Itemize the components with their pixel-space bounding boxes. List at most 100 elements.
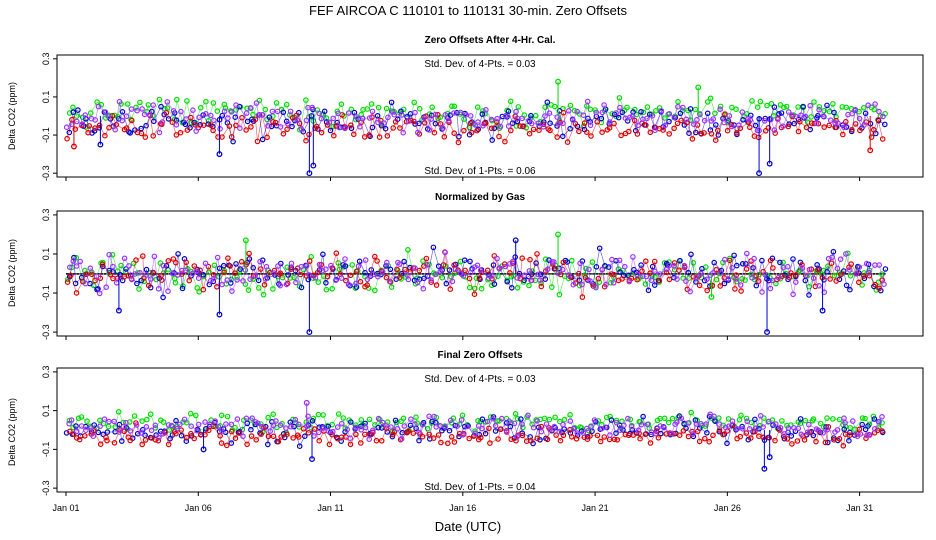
data-point-red bbox=[875, 117, 881, 123]
data-point-purple bbox=[208, 112, 214, 119]
data-point-red bbox=[751, 428, 758, 435]
data-point-purple bbox=[722, 424, 729, 431]
data-point-purple bbox=[412, 109, 418, 116]
data-point-purple bbox=[865, 102, 872, 109]
data-point-purple bbox=[725, 276, 732, 282]
data-point-green bbox=[556, 291, 563, 298]
data-point-purple bbox=[240, 433, 246, 440]
data-point-red bbox=[560, 109, 567, 116]
data-point-red bbox=[743, 266, 750, 272]
data-point-red bbox=[254, 138, 261, 145]
data-point-green bbox=[364, 106, 371, 112]
data-point-purple bbox=[437, 422, 443, 429]
data-point-purple bbox=[580, 430, 587, 436]
data-point-red bbox=[248, 124, 254, 130]
data-point-blue bbox=[598, 115, 605, 122]
data-point-red bbox=[608, 271, 615, 277]
data-point-green bbox=[366, 416, 373, 423]
data-point-green bbox=[115, 408, 122, 415]
data-point-green bbox=[283, 101, 290, 108]
data-point-red bbox=[772, 130, 779, 136]
data-point-red bbox=[564, 139, 571, 145]
data-point-red bbox=[257, 266, 264, 272]
data-point-red bbox=[651, 258, 658, 265]
data-point-green bbox=[174, 96, 180, 103]
data-point-purple bbox=[775, 274, 782, 281]
y-tick-label: 0.3 bbox=[41, 53, 51, 66]
data-point-purple bbox=[804, 429, 811, 436]
data-point-blue bbox=[175, 251, 181, 257]
data-point-purple bbox=[528, 277, 534, 284]
data-point-purple bbox=[66, 420, 72, 427]
data-point-green bbox=[184, 98, 190, 104]
data-point-red bbox=[825, 423, 832, 430]
data-point-purple bbox=[534, 418, 540, 424]
data-point-red bbox=[689, 428, 695, 435]
data-point-purple bbox=[613, 110, 619, 116]
data-point-red bbox=[466, 435, 473, 442]
data-point-purple bbox=[87, 265, 94, 272]
data-point-red bbox=[636, 430, 642, 437]
data-point-purple bbox=[863, 260, 870, 267]
data-point-purple bbox=[560, 120, 566, 127]
data-point-purple bbox=[193, 268, 200, 275]
data-point-red bbox=[704, 287, 711, 294]
data-point-green bbox=[779, 418, 785, 424]
data-point-blue bbox=[327, 127, 334, 134]
data-point-purple bbox=[383, 259, 390, 266]
data-point-purple bbox=[284, 120, 291, 127]
data-point-purple bbox=[369, 108, 376, 115]
data-point-purple bbox=[505, 123, 512, 129]
data-point-red bbox=[849, 127, 855, 133]
data-point-red bbox=[838, 271, 844, 278]
data-point-purple bbox=[355, 263, 362, 270]
data-point-green bbox=[808, 114, 814, 120]
data-point-red bbox=[364, 282, 371, 288]
data-point-red bbox=[140, 253, 146, 259]
data-point-green bbox=[197, 105, 204, 111]
data-point-purple bbox=[362, 257, 369, 263]
data-point-blue bbox=[824, 102, 830, 109]
data-point-blue bbox=[73, 423, 79, 429]
data-point-red bbox=[733, 130, 740, 136]
data-point-purple bbox=[202, 419, 208, 425]
data-point-blue bbox=[677, 257, 683, 264]
data-point-blue bbox=[183, 438, 190, 445]
data-point-purple bbox=[726, 423, 732, 430]
data-point-red bbox=[468, 129, 475, 136]
outlier-point bbox=[756, 170, 763, 177]
data-point-purple bbox=[70, 258, 77, 264]
data-point-purple bbox=[283, 425, 289, 431]
data-point-purple bbox=[143, 423, 150, 430]
data-point-green bbox=[172, 279, 179, 286]
data-point-purple bbox=[454, 423, 460, 430]
data-point-blue bbox=[296, 443, 303, 450]
data-point-blue bbox=[881, 121, 888, 128]
outlier-point bbox=[216, 311, 223, 318]
data-point-red bbox=[73, 290, 80, 296]
data-point-purple bbox=[586, 266, 592, 273]
data-point-purple bbox=[746, 425, 753, 432]
data-point-purple bbox=[68, 417, 75, 423]
data-point-purple bbox=[287, 108, 294, 115]
data-point-purple bbox=[570, 425, 577, 432]
data-point-purple bbox=[683, 116, 690, 123]
data-point-green bbox=[514, 415, 521, 422]
data-point-green bbox=[424, 425, 431, 432]
data-point-red bbox=[765, 125, 772, 131]
data-point-blue bbox=[127, 130, 134, 136]
data-point-purple bbox=[437, 268, 444, 275]
data-point-red bbox=[507, 127, 514, 134]
data-point-red bbox=[330, 132, 337, 139]
data-point-purple bbox=[538, 428, 545, 435]
data-point-purple bbox=[233, 102, 239, 108]
data-point-green bbox=[616, 95, 623, 101]
data-point-blue bbox=[388, 99, 395, 106]
data-point-purple bbox=[550, 259, 557, 265]
data-point-purple bbox=[767, 116, 774, 123]
data-point-purple bbox=[362, 424, 369, 431]
data-point-blue bbox=[158, 103, 164, 110]
data-point-red bbox=[129, 117, 135, 124]
data-point-purple bbox=[829, 254, 835, 261]
data-point-purple bbox=[880, 113, 886, 120]
